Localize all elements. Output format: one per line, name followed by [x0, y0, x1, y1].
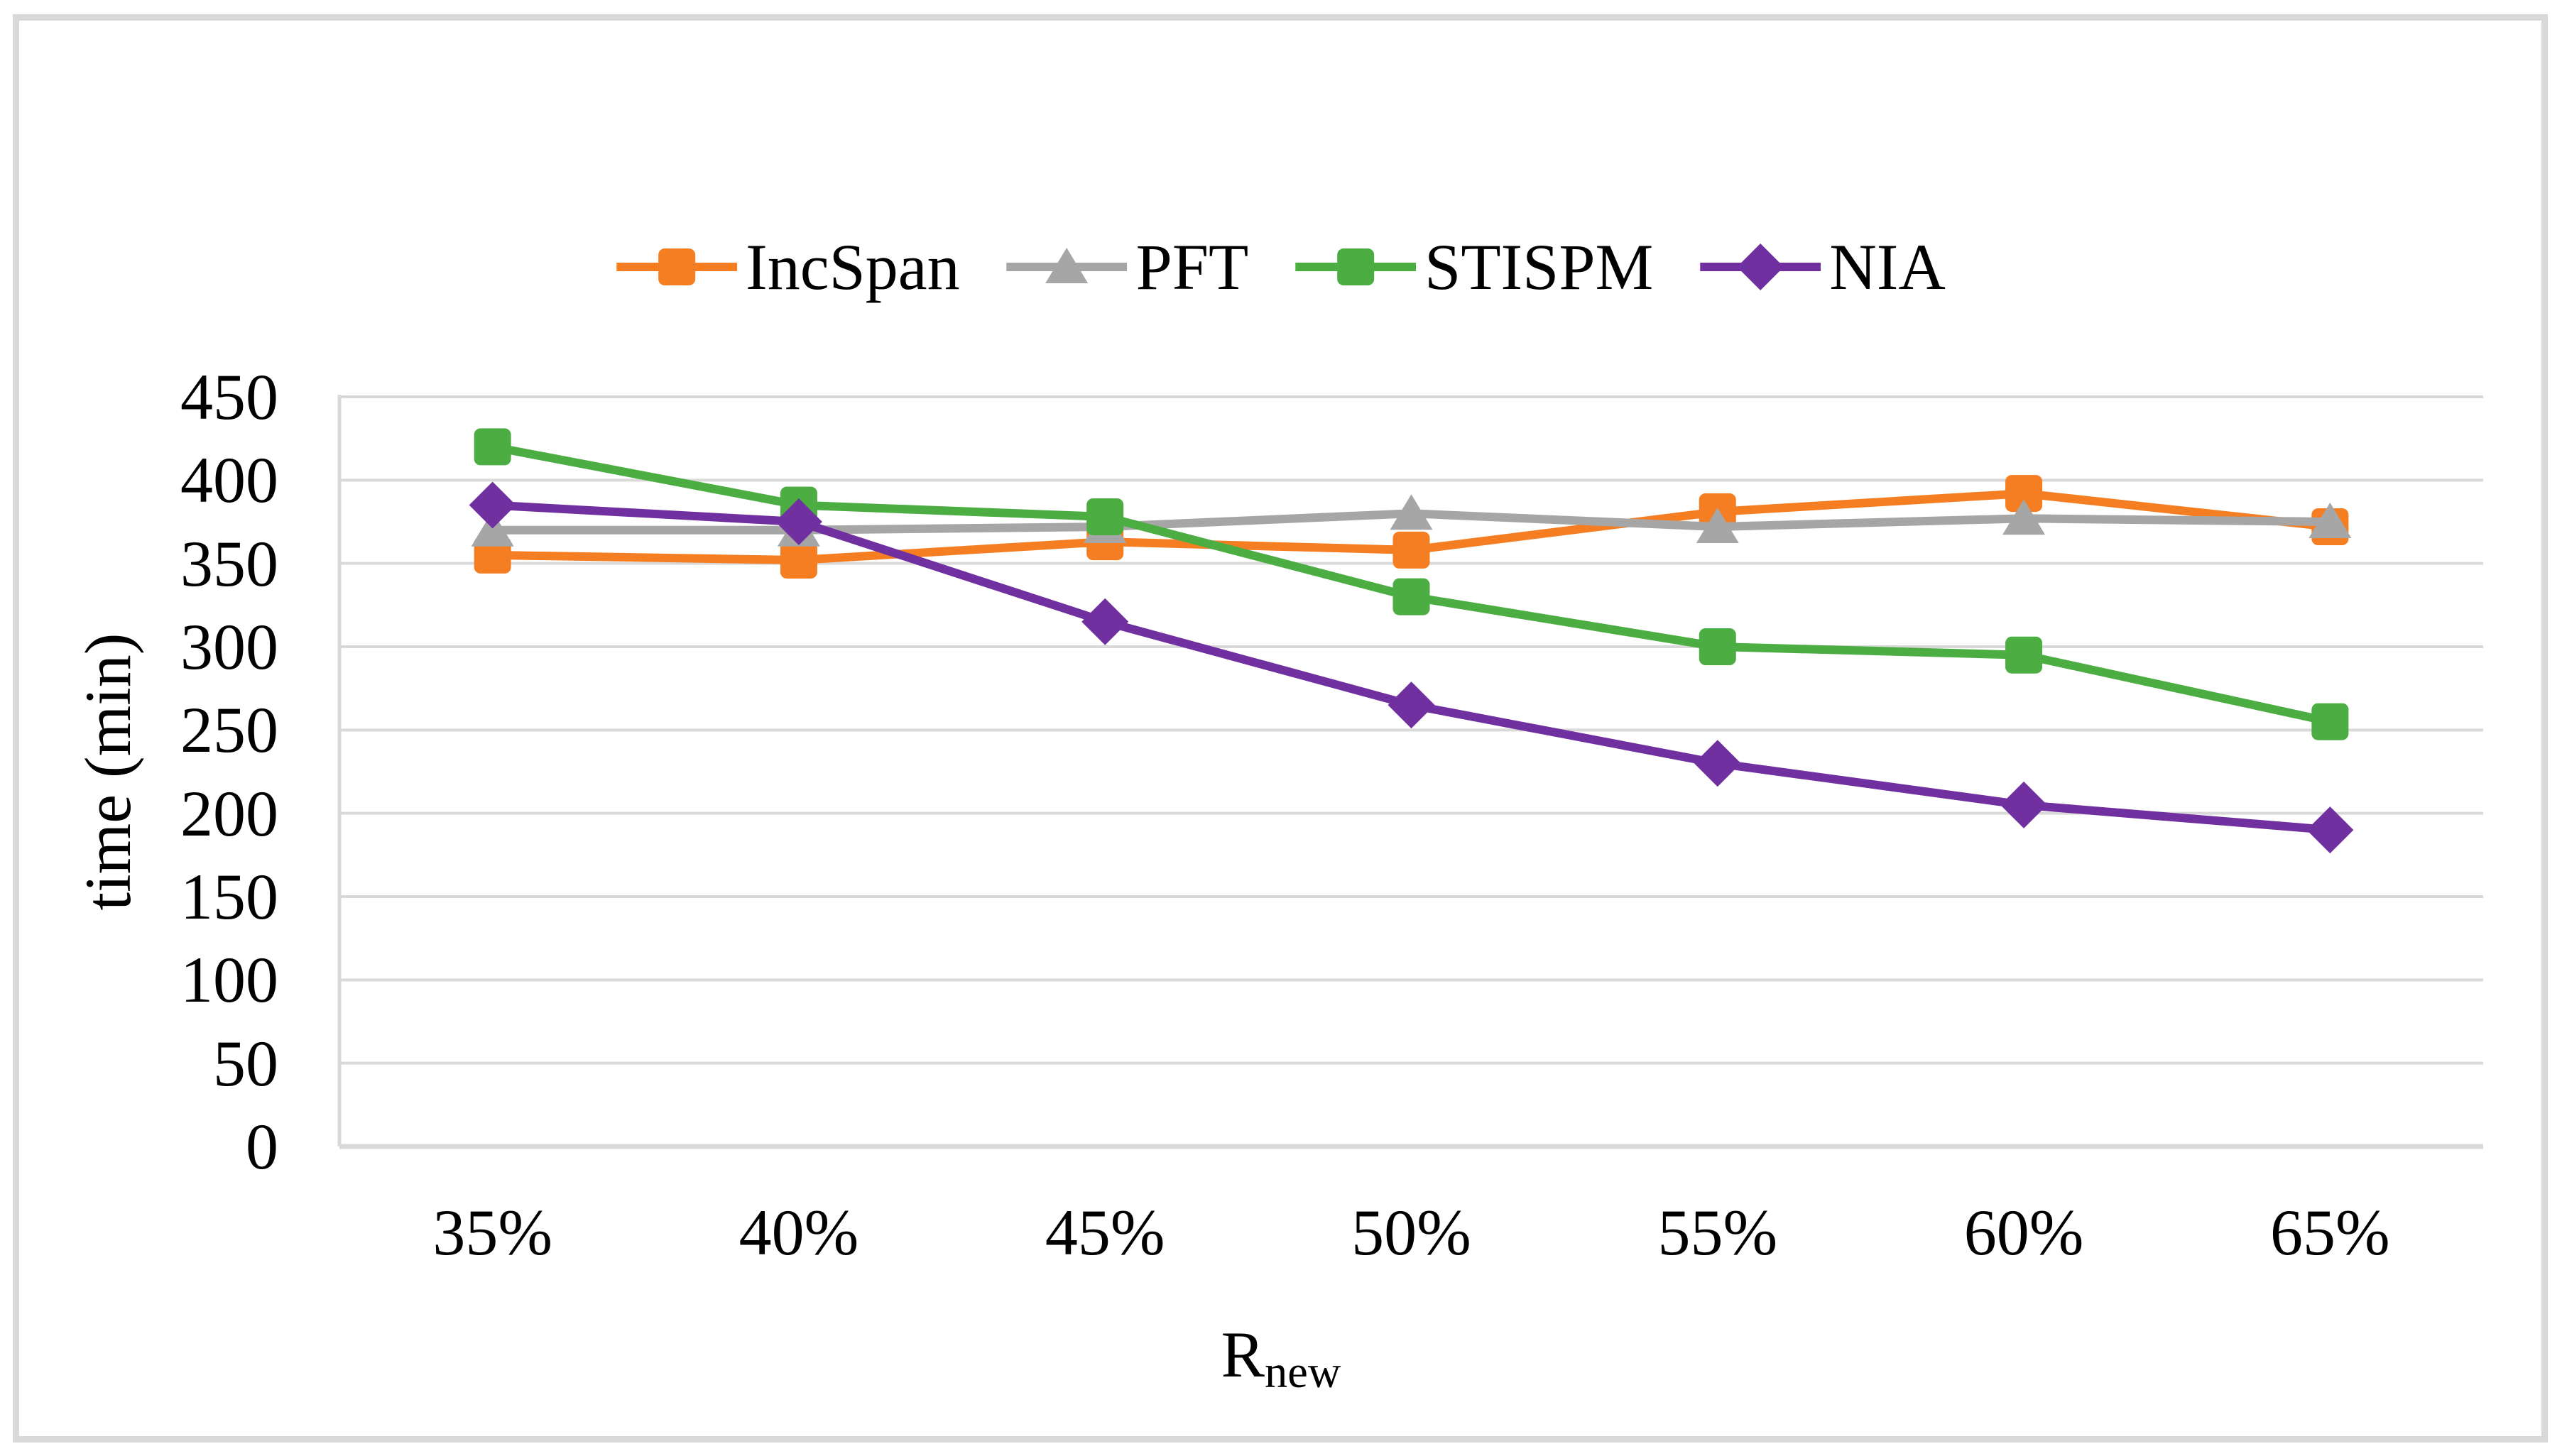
- legend-label-NIA: NIA: [1829, 231, 1946, 303]
- x-tick-label-60%: 60%: [1963, 1196, 2084, 1269]
- y-tick-label-300: 300: [180, 611, 278, 683]
- marker-PFT-50%: [1390, 494, 1433, 530]
- marker-PFT-55%: [1696, 508, 1739, 544]
- legend-label-PFT: PFT: [1135, 231, 1249, 303]
- y-tick-label-350: 350: [180, 527, 278, 600]
- marker-IncSpan-40%: [780, 541, 817, 579]
- chart-legend: IncSpan PFT STISPM NIA: [616, 234, 1946, 300]
- legend-glyph-NIA: [1737, 243, 1784, 290]
- legend-label-IncSpan: IncSpan: [746, 231, 960, 303]
- marker-NIA-50%: [1388, 682, 1435, 729]
- legend-marker-STISPM: [1295, 248, 1417, 285]
- legend-item-STISPM: STISPM: [1295, 234, 1653, 300]
- x-axis-title-main: R: [1221, 1318, 1265, 1391]
- marker-STISPM-60%: [2005, 636, 2043, 674]
- marker-STISPM-50%: [1392, 578, 1430, 615]
- legend-glyph-STISPM: [1337, 248, 1375, 285]
- y-tick-label-400: 400: [180, 444, 278, 517]
- marker-STISPM-45%: [1086, 498, 1124, 535]
- x-tick-label-40%: 40%: [738, 1196, 859, 1269]
- x-tick-label-35%: 35%: [432, 1196, 552, 1269]
- legend-item-NIA: NIA: [1700, 234, 1946, 300]
- legend-label-STISPM: STISPM: [1424, 231, 1654, 303]
- legend-item-IncSpan: IncSpan: [616, 231, 960, 303]
- figure-frame: [13, 14, 2548, 1443]
- marker-IncSpan-60%: [2005, 475, 2043, 513]
- y-tick-label-0: 0: [246, 1110, 278, 1183]
- marker-NIA-55%: [1694, 740, 1741, 787]
- legend-glyph-PFT: [1045, 248, 1089, 283]
- y-tick-label-450: 450: [180, 361, 278, 433]
- y-tick-label-100: 100: [180, 943, 278, 1017]
- marker-STISPM-65%: [2311, 703, 2349, 740]
- marker-NIA-60%: [2000, 781, 2048, 828]
- marker-NIA-45%: [1081, 598, 1129, 645]
- x-tick-label-65%: 65%: [2270, 1196, 2390, 1269]
- legend-item-PFT: PFT: [1006, 231, 1249, 303]
- legend-marker-PFT: [1006, 248, 1128, 283]
- x-tick-label-55%: 55%: [1657, 1196, 1778, 1269]
- y-tick-label-250: 250: [180, 694, 278, 767]
- x-tick-label-50%: 50%: [1351, 1196, 1471, 1269]
- x-axis-title: Rnew: [1221, 1322, 1341, 1395]
- marker-PFT-35%: [471, 510, 514, 547]
- legend-marker-NIA: [1700, 243, 1821, 290]
- y-axis-title: time (min): [72, 633, 144, 911]
- x-axis-title-sub: new: [1265, 1347, 1341, 1398]
- y-tick-label-200: 200: [180, 777, 278, 850]
- marker-PFT-65%: [2308, 503, 2352, 538]
- marker-NIA-35%: [469, 481, 516, 529]
- legend-marker-IncSpan: [616, 248, 738, 285]
- marker-IncSpan-50%: [1392, 531, 1430, 569]
- marker-PFT-60%: [2002, 499, 2046, 535]
- x-tick-label-45%: 45%: [1045, 1196, 1165, 1269]
- legend-glyph-IncSpan: [658, 248, 696, 285]
- marker-STISPM-35%: [474, 428, 511, 466]
- y-tick-label-150: 150: [180, 860, 278, 933]
- marker-NIA-40%: [775, 498, 822, 545]
- y-tick-label-50: 50: [213, 1027, 278, 1100]
- marker-NIA-65%: [2306, 806, 2354, 854]
- marker-STISPM-55%: [1699, 628, 1736, 665]
